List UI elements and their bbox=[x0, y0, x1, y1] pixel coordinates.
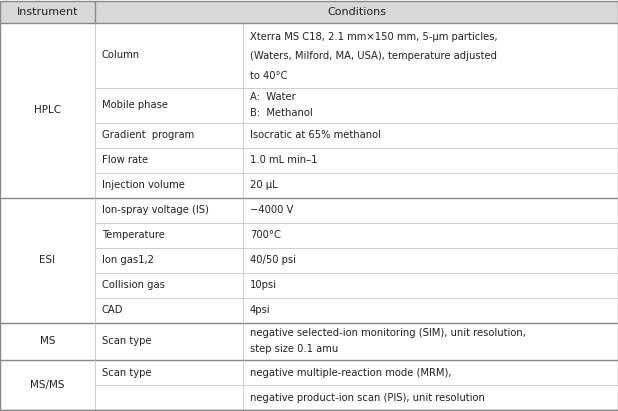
Bar bbox=[243, 360, 618, 385]
Bar bbox=[95, 360, 243, 385]
Text: 700°C: 700°C bbox=[250, 230, 281, 240]
Text: Isocratic at 65% methanol: Isocratic at 65% methanol bbox=[250, 130, 381, 140]
Bar bbox=[95, 173, 243, 198]
Text: 4psi: 4psi bbox=[250, 305, 271, 315]
Bar bbox=[0, 385, 95, 410]
Text: 40/50 psi: 40/50 psi bbox=[250, 255, 296, 265]
Text: ESI: ESI bbox=[40, 255, 56, 265]
Bar bbox=[243, 323, 618, 360]
Bar bbox=[0, 298, 95, 323]
Bar bbox=[243, 298, 618, 323]
Text: Flow rate: Flow rate bbox=[102, 155, 148, 165]
Bar bbox=[95, 1, 618, 23]
Text: 20 μL: 20 μL bbox=[250, 180, 277, 190]
Text: MS/MS: MS/MS bbox=[30, 380, 65, 390]
Bar bbox=[0, 223, 95, 248]
Text: Gradient  program: Gradient program bbox=[102, 130, 194, 140]
Bar bbox=[95, 223, 243, 248]
Text: (Waters, Milford, MA, USA), temperature adjusted: (Waters, Milford, MA, USA), temperature … bbox=[250, 51, 497, 62]
Bar bbox=[0, 248, 95, 272]
Text: Column: Column bbox=[102, 51, 140, 60]
Bar bbox=[0, 272, 95, 298]
Text: Injection volume: Injection volume bbox=[102, 180, 185, 190]
Bar bbox=[0, 173, 95, 198]
Bar bbox=[0, 198, 95, 223]
Bar bbox=[243, 223, 618, 248]
Bar bbox=[0, 1, 95, 23]
Text: Conditions: Conditions bbox=[327, 7, 386, 17]
Text: negative product-ion scan (PIS), unit resolution: negative product-ion scan (PIS), unit re… bbox=[250, 393, 485, 402]
Bar bbox=[0, 123, 95, 148]
Bar bbox=[95, 272, 243, 298]
Text: A:  Water: A: Water bbox=[250, 92, 296, 102]
Bar bbox=[95, 385, 243, 410]
Bar bbox=[243, 272, 618, 298]
Bar bbox=[95, 88, 243, 123]
Bar bbox=[95, 323, 243, 360]
Bar bbox=[243, 123, 618, 148]
Bar bbox=[243, 385, 618, 410]
Bar bbox=[0, 23, 95, 88]
Bar bbox=[95, 23, 243, 88]
Bar bbox=[95, 148, 243, 173]
Text: negative multiple-reaction mode (MRM),: negative multiple-reaction mode (MRM), bbox=[250, 367, 452, 378]
Bar bbox=[243, 198, 618, 223]
Bar bbox=[95, 298, 243, 323]
Text: Ion-spray voltage (IS): Ion-spray voltage (IS) bbox=[102, 205, 209, 215]
Text: Collision gas: Collision gas bbox=[102, 280, 165, 290]
Text: Instrument: Instrument bbox=[17, 7, 78, 17]
Bar bbox=[0, 360, 95, 385]
Bar bbox=[95, 123, 243, 148]
Text: Mobile phase: Mobile phase bbox=[102, 100, 168, 111]
Text: 1.0 mL min–1: 1.0 mL min–1 bbox=[250, 155, 318, 165]
Text: MS: MS bbox=[40, 336, 55, 346]
Text: 10psi: 10psi bbox=[250, 280, 277, 290]
Bar bbox=[0, 148, 95, 173]
Bar bbox=[243, 88, 618, 123]
Text: negative selected-ion monitoring (SIM), unit resolution,: negative selected-ion monitoring (SIM), … bbox=[250, 328, 526, 338]
Text: Xterra MS C18, 2.1 mm×150 mm, 5-μm particles,: Xterra MS C18, 2.1 mm×150 mm, 5-μm parti… bbox=[250, 32, 497, 42]
Text: Temperature: Temperature bbox=[102, 230, 165, 240]
Text: −4000 V: −4000 V bbox=[250, 205, 294, 215]
Text: Ion gas1,2: Ion gas1,2 bbox=[102, 255, 154, 265]
Bar bbox=[243, 173, 618, 198]
Bar bbox=[0, 88, 95, 123]
Text: HPLC: HPLC bbox=[34, 105, 61, 115]
Text: Scan type: Scan type bbox=[102, 367, 151, 378]
Bar bbox=[243, 248, 618, 272]
Bar bbox=[243, 23, 618, 88]
Bar bbox=[243, 148, 618, 173]
Text: to 40°C: to 40°C bbox=[250, 71, 287, 81]
Text: B:  Methanol: B: Methanol bbox=[250, 108, 313, 118]
Text: Scan type: Scan type bbox=[102, 336, 151, 346]
Bar bbox=[95, 248, 243, 272]
Bar bbox=[0, 323, 95, 360]
Text: CAD: CAD bbox=[102, 305, 124, 315]
Text: step size 0.1 amu: step size 0.1 amu bbox=[250, 344, 338, 354]
Bar bbox=[95, 198, 243, 223]
